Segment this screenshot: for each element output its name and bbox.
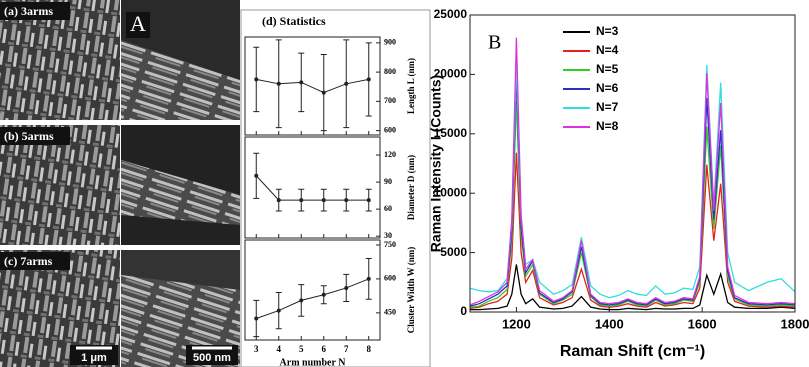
spectrum-line [469,152,796,310]
y-tick-label: 15000 [434,126,468,140]
y-axis-label: Cluster Width W (nm) [406,247,416,333]
spectrum-line [469,100,796,308]
y-axis-label: Length L (nm) [406,58,416,114]
sem-images: (a) 3arms (b) 5arms (c) 7arms A 1 μm 500… [0,0,240,367]
y-tick-label: 20000 [434,67,468,81]
y-tick-label: 10000 [434,185,468,199]
data-line [255,175,369,201]
data-point [254,77,259,82]
data-point [366,198,371,203]
y-tick-label: 60 [384,204,392,213]
x-tick-label: 1600 [688,316,717,331]
plot-frame [469,14,796,313]
y-axis-label: Diameter D (nm) [406,155,416,220]
panel-label: A [130,11,146,36]
x-tick-label: 4 [277,344,282,354]
x-axis-label: Arm number N [280,357,347,367]
plot-frame [244,136,381,239]
data-point [321,292,326,297]
data-point [366,276,371,281]
y-axis-label: Raman Intensity I (Counts) [428,75,444,252]
chart-title: (d) Statistics [262,14,326,28]
scale-label: 1 μm [81,352,107,364]
legend-label: N=6 [596,81,619,95]
legend-label: N=5 [596,62,619,76]
x-tick-label: 6 [322,344,327,354]
legend-label: N=3 [596,24,619,38]
scale-label: 500 nm [193,352,231,364]
data-point [276,308,281,313]
legend-label: N=4 [596,43,619,57]
legend-label: N=8 [596,119,619,133]
label-bg [186,345,238,365]
x-tick-label: 1800 [781,316,809,331]
data-point [254,316,259,321]
plot-frame [244,36,381,136]
y-tick-label: 25000 [434,7,468,21]
label-bg [70,345,118,365]
plot-frame [244,239,381,341]
data-point [299,198,304,203]
x-tick-label: 1400 [595,316,624,331]
label-bg [126,12,150,38]
x-tick-label: 7 [344,344,349,354]
data-point [321,198,326,203]
spectrum-line [469,37,796,306]
y-tick-label: 5000 [440,245,467,259]
data-point [276,198,281,203]
data-point [344,198,349,203]
data-point [254,173,259,178]
data-point [344,81,349,86]
row-label: (b) 5arms [4,129,54,143]
x-tick-label: 8 [367,344,372,354]
sem-image [121,275,240,367]
legend-label: N=7 [596,100,619,114]
data-point [366,77,371,82]
y-tick-label: 90 [384,177,392,186]
y-tick-label: 0 [460,304,467,318]
data-point [299,80,304,85]
spectrum-line [470,264,796,311]
x-tick-label: 1200 [502,316,531,331]
y-tick-label: 600 [384,274,396,283]
x-axis-label: Raman Shift (cm⁻¹) [560,343,705,360]
x-tick-label: 3 [254,344,259,354]
y-tick-label: 120 [384,150,396,159]
y-tick-label: 700 [384,96,396,105]
label-bg [0,252,70,270]
x-tick-label: 5 [299,344,304,354]
y-tick-label: 450 [384,308,396,317]
data-point [299,298,304,303]
data-point [344,285,349,290]
data-point [276,81,281,86]
data-point [321,90,326,95]
y-tick-label: 900 [384,38,396,47]
label-bg [0,127,70,145]
y-tick-label: 600 [384,125,396,134]
stats-panel [240,9,431,367]
y-tick-label: 30 [384,231,392,240]
row-label: (a) 3arms [4,4,53,18]
panel-label: B [488,32,501,54]
row-label: (c) 7arms [4,254,53,268]
label-bg [0,2,70,20]
y-tick-label: 800 [384,67,396,76]
sem-image [121,160,240,225]
y-tick-label: 750 [384,240,396,249]
data-line [256,278,369,319]
sem-image [121,40,240,120]
data-line [256,78,369,94]
